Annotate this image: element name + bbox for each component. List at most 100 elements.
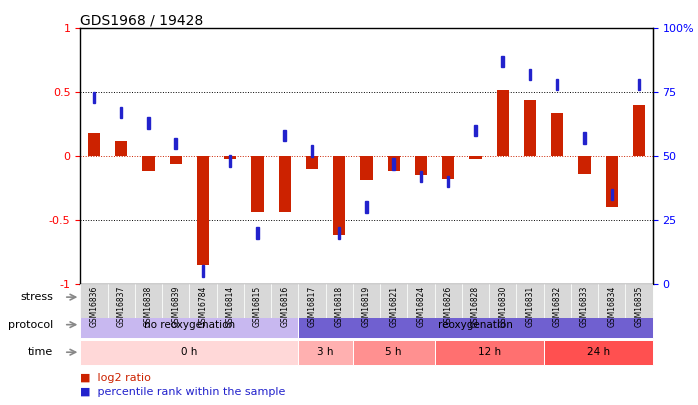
Bar xyxy=(93,92,95,103)
Bar xyxy=(501,56,504,67)
Text: GSM16818: GSM16818 xyxy=(335,286,343,327)
Bar xyxy=(606,156,618,207)
Bar xyxy=(474,125,477,136)
Bar xyxy=(298,340,352,365)
Bar xyxy=(251,156,264,212)
Bar xyxy=(162,284,189,318)
Text: GSM16833: GSM16833 xyxy=(580,286,589,327)
Text: 0 h: 0 h xyxy=(181,347,198,357)
Bar xyxy=(365,202,368,213)
Bar xyxy=(380,284,408,318)
Text: GSM16821: GSM16821 xyxy=(389,286,398,327)
Text: ■  percentile rank within the sample: ■ percentile rank within the sample xyxy=(80,387,285,397)
Bar xyxy=(224,156,237,159)
Bar xyxy=(415,156,427,175)
Bar xyxy=(338,227,341,239)
Bar xyxy=(283,130,286,141)
Text: GSM16837: GSM16837 xyxy=(117,286,126,327)
Bar xyxy=(229,156,232,167)
Bar xyxy=(408,284,435,318)
Bar xyxy=(556,79,558,90)
Text: protocol: protocol xyxy=(8,320,53,330)
Text: GSM16817: GSM16817 xyxy=(307,286,316,327)
Text: GSM16816: GSM16816 xyxy=(280,286,289,327)
Bar xyxy=(244,284,271,318)
Bar xyxy=(197,156,209,265)
Text: GSM16826: GSM16826 xyxy=(444,286,453,327)
Text: GSM16839: GSM16839 xyxy=(171,286,180,327)
Text: 12 h: 12 h xyxy=(477,347,500,357)
Text: 5 h: 5 h xyxy=(385,347,402,357)
Bar xyxy=(524,100,536,156)
Bar xyxy=(496,90,509,156)
Text: no hypoxia: no hypoxia xyxy=(106,292,163,302)
Bar xyxy=(352,340,435,365)
Bar xyxy=(216,284,244,318)
Text: no reoxygenation: no reoxygenation xyxy=(144,320,235,330)
Bar xyxy=(115,141,127,156)
Bar xyxy=(598,284,625,318)
Text: GSM16838: GSM16838 xyxy=(144,286,153,327)
Text: time: time xyxy=(28,347,53,357)
Bar xyxy=(489,284,517,318)
Bar xyxy=(107,284,135,318)
Text: stress: stress xyxy=(20,292,53,302)
Bar xyxy=(147,117,149,129)
Bar xyxy=(447,176,450,188)
Bar xyxy=(625,284,653,318)
Bar xyxy=(435,284,462,318)
Bar xyxy=(435,340,544,365)
Bar xyxy=(271,284,298,318)
Bar xyxy=(419,171,422,182)
Text: ■  log2 ratio: ■ log2 ratio xyxy=(80,373,151,383)
Text: GSM16830: GSM16830 xyxy=(498,286,507,327)
Bar xyxy=(633,105,645,156)
Bar xyxy=(311,145,313,157)
Text: GSM16784: GSM16784 xyxy=(198,286,207,327)
Text: GSM16815: GSM16815 xyxy=(253,286,262,327)
Bar xyxy=(80,340,298,365)
Text: hypoxia: hypoxia xyxy=(401,292,441,302)
Bar xyxy=(174,138,177,149)
Bar xyxy=(189,285,653,310)
Bar xyxy=(387,156,400,171)
Bar xyxy=(256,227,259,239)
Text: GSM16834: GSM16834 xyxy=(607,286,616,327)
Text: GSM16814: GSM16814 xyxy=(225,286,235,327)
Bar xyxy=(529,68,531,80)
Bar xyxy=(544,284,571,318)
Bar xyxy=(120,107,122,118)
Bar xyxy=(469,156,482,159)
Bar xyxy=(279,156,291,212)
Bar xyxy=(352,284,380,318)
Bar xyxy=(360,156,373,180)
Bar xyxy=(80,313,298,338)
Text: reoxygenation: reoxygenation xyxy=(438,320,513,330)
Text: GSM16835: GSM16835 xyxy=(634,286,644,327)
Bar xyxy=(306,156,318,169)
Bar xyxy=(298,284,325,318)
Bar xyxy=(80,285,189,310)
Bar xyxy=(333,156,346,235)
Bar xyxy=(202,265,204,277)
Text: GSM16832: GSM16832 xyxy=(553,286,562,327)
Bar xyxy=(442,156,454,179)
Text: GSM16828: GSM16828 xyxy=(471,286,480,327)
Bar xyxy=(135,284,162,318)
Text: GSM16831: GSM16831 xyxy=(526,286,535,327)
Bar xyxy=(638,79,640,90)
Bar xyxy=(551,113,563,156)
Bar xyxy=(611,189,613,200)
Bar xyxy=(462,284,489,318)
Text: 24 h: 24 h xyxy=(586,347,609,357)
Bar xyxy=(579,156,591,174)
Text: 3 h: 3 h xyxy=(318,347,334,357)
Bar xyxy=(584,132,586,144)
Text: GSM16836: GSM16836 xyxy=(89,286,98,327)
Text: GSM16824: GSM16824 xyxy=(417,286,426,327)
Bar xyxy=(142,156,154,171)
Text: GDS1968 / 19428: GDS1968 / 19428 xyxy=(80,13,204,27)
Bar xyxy=(392,158,395,170)
Bar xyxy=(88,133,100,156)
Bar xyxy=(80,284,107,318)
